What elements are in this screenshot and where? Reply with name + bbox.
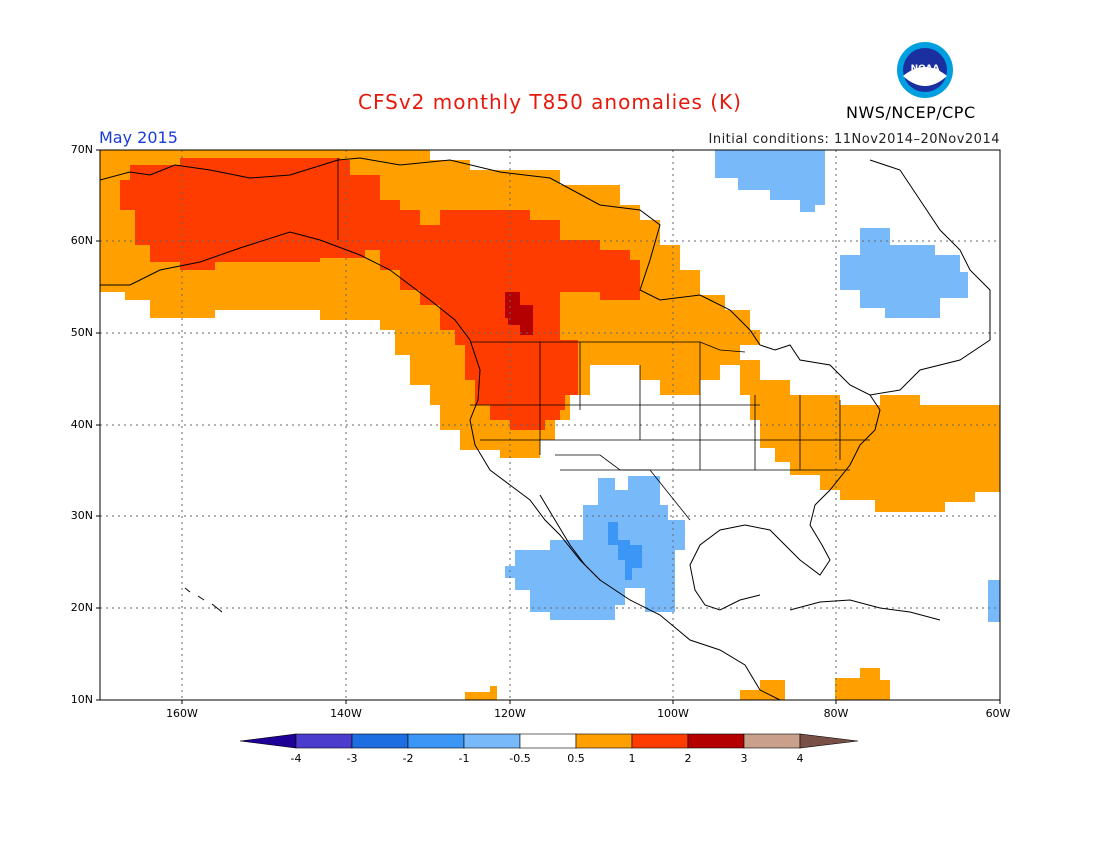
colorbar-bin-2 bbox=[351, 733, 409, 749]
lon-label: 120W bbox=[494, 707, 526, 720]
colorbar-bin-6 bbox=[575, 733, 633, 749]
colorbar-label: -1 bbox=[458, 752, 470, 765]
axis-ticks bbox=[96, 149, 1001, 704]
logo-text: NOAA bbox=[911, 64, 940, 74]
lon-label: 100W bbox=[657, 707, 689, 720]
lon-label: 80W bbox=[823, 707, 849, 720]
colorbar-label: 2 bbox=[684, 752, 692, 765]
anomaly-canada-red bbox=[340, 160, 640, 430]
anomaly-south-orange-2 bbox=[835, 668, 890, 700]
colorbar-bin-5 bbox=[519, 733, 577, 749]
colorbar-bin-4 bbox=[463, 733, 521, 749]
colorbar-label: -4 bbox=[290, 752, 302, 765]
map-title: CFSv2 monthly T850 anomalies (K) bbox=[358, 90, 742, 114]
colorbar-label: -3 bbox=[346, 752, 358, 765]
anomaly-caribbean-blue bbox=[988, 580, 1000, 622]
colorbar-bin-1 bbox=[295, 733, 353, 749]
anomaly-south-orange-3 bbox=[465, 686, 497, 700]
colorbar-label: 3 bbox=[740, 752, 748, 765]
initial-conditions: Initial conditions: 11Nov2014–20Nov2014 bbox=[708, 132, 1000, 147]
lat-label: 70N bbox=[70, 143, 93, 156]
lat-label: 10N bbox=[70, 693, 93, 706]
colorbar-label: -0.5 bbox=[509, 752, 531, 765]
colorbar bbox=[239, 733, 859, 749]
agency-label: NWS/NCEP/CPC bbox=[846, 103, 976, 122]
anomaly-baffin-blue bbox=[715, 150, 825, 212]
anomaly-mexico-blue bbox=[505, 476, 685, 620]
anomaly-sierra-blue bbox=[608, 522, 642, 580]
borders bbox=[337, 158, 870, 521]
colorbar-low-arrow bbox=[239, 733, 297, 749]
colorbar-label: 1 bbox=[628, 752, 636, 765]
lat-label: 50N bbox=[70, 326, 93, 339]
lat-lon-grid bbox=[100, 150, 1000, 700]
colorbar-bin-7 bbox=[631, 733, 689, 749]
anomaly-alberta-darkred bbox=[505, 292, 533, 335]
anomaly-alaska-red bbox=[120, 158, 365, 270]
lon-label: 160W bbox=[166, 707, 198, 720]
colorbar-bin-9 bbox=[743, 733, 801, 749]
colorbar-bin-3 bbox=[407, 733, 465, 749]
colorbar-bin-8 bbox=[687, 733, 745, 749]
anomaly-south-orange-1 bbox=[740, 680, 785, 700]
lat-label: 60N bbox=[70, 234, 93, 247]
colorbar-label: 4 bbox=[796, 752, 804, 765]
lon-label: 60W bbox=[985, 707, 1011, 720]
colorbar-label: -2 bbox=[402, 752, 414, 765]
anomaly-east-orange bbox=[740, 360, 1000, 512]
coastlines bbox=[100, 157, 991, 700]
colorbar-high-arrow bbox=[799, 733, 859, 749]
lat-label: 40N bbox=[70, 418, 93, 431]
colorbar-label: 0.5 bbox=[567, 752, 585, 765]
anomaly-fields bbox=[100, 150, 1000, 700]
lat-label: 30N bbox=[70, 509, 93, 522]
forecast-period: May 2015 bbox=[99, 128, 178, 147]
anomaly-labrador-blue bbox=[840, 228, 968, 318]
lat-label: 20N bbox=[70, 601, 93, 614]
noaa-logo-icon: NOAA bbox=[897, 42, 953, 98]
lon-label: 140W bbox=[330, 707, 362, 720]
